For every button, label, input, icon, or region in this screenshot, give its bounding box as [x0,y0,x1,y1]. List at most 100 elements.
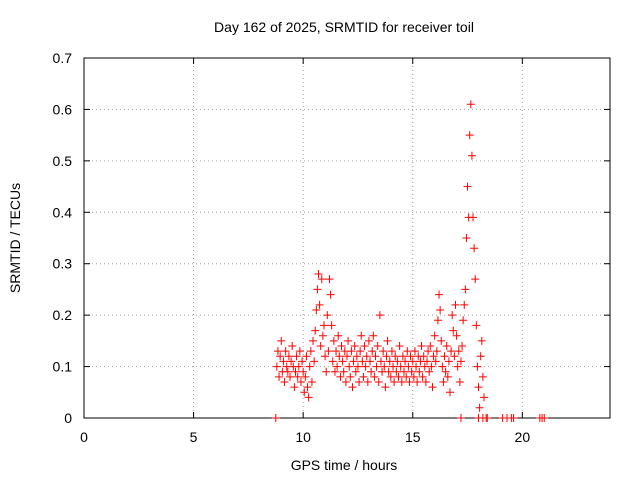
data-point [415,367,424,376]
data-point [469,213,478,222]
data-point [312,306,321,314]
data-point [422,357,431,366]
data-point [371,352,380,361]
data-point [338,357,347,366]
data-point [307,378,316,386]
data-point [478,372,487,381]
data-point [292,352,301,361]
data-point [439,378,448,386]
data-point [401,357,410,366]
x-tick-label: 20 [515,429,531,445]
data-point [324,347,333,356]
data-point [472,321,481,330]
data-point [408,357,417,366]
data-point [309,336,318,345]
data-point [454,347,463,356]
data-point [398,352,407,361]
data-point [358,357,367,366]
data-point [456,414,465,422]
data-point [386,372,395,381]
data-point [348,383,357,392]
data-point [474,383,483,392]
data-point [449,326,458,335]
y-tick-label: 0.6 [53,101,73,117]
data-point [334,331,343,340]
data-point [300,388,309,397]
data-point [343,352,351,361]
data-point [353,362,362,371]
data-point [277,336,286,345]
data-point [375,311,384,320]
data-point [341,378,350,386]
data-point [387,347,396,356]
data-point [322,367,331,376]
data-point [450,352,459,361]
data-point [319,321,328,330]
x-tick-label: 5 [190,429,198,445]
data-point [477,336,486,345]
data-point [318,331,327,340]
data-point [410,347,419,356]
data-point [413,378,422,386]
data-point [339,367,348,376]
data-point [442,342,451,350]
data-point [433,316,442,325]
data-point [314,270,323,278]
data-point [475,403,484,412]
data-point [272,362,281,371]
data-point [317,275,326,284]
data-point [437,336,446,345]
data-point [509,414,518,422]
data-point [335,352,344,361]
y-tick-label: 0.7 [53,50,73,66]
y-axis-label: SRMTID / TECUs [7,183,23,293]
data-point [347,347,356,356]
data-point [332,347,341,356]
data-point [271,414,280,422]
plot-frame [83,57,611,419]
data-point [385,357,394,366]
data-point [370,372,379,381]
data-point [281,347,290,356]
y-tick-label: 0 [64,410,72,426]
data-point [366,357,375,366]
data-point [452,331,461,340]
data-point [483,414,492,422]
data-point [304,393,313,402]
data-point [286,372,295,381]
data-point [369,331,378,340]
data-point [419,352,428,361]
data-point [417,342,426,350]
y-tick-label: 0.1 [53,359,73,375]
data-point [305,362,314,371]
data-point [479,393,488,402]
data-point [327,321,336,330]
data-point [303,383,312,392]
data-point [361,362,370,371]
data-point [421,378,430,386]
data-point [473,362,482,371]
data-point [455,378,464,386]
data-point [470,244,479,253]
data-point [456,357,465,366]
data-point [273,347,282,356]
data-point [461,285,470,294]
data-point [540,414,549,422]
data-point [453,362,462,371]
data-point [395,342,404,350]
data-point [431,357,440,366]
data-point [402,372,411,381]
data-point [368,347,377,356]
data-point [364,336,373,345]
data-point [396,362,405,371]
data-point [428,383,437,392]
data-point [394,372,403,381]
data-point [362,352,371,361]
data-point [301,372,310,381]
data-point [321,352,330,361]
data-point [290,383,299,392]
data-point [397,378,406,386]
data-point [293,372,302,381]
data-point [379,347,388,356]
data-point [383,336,392,345]
